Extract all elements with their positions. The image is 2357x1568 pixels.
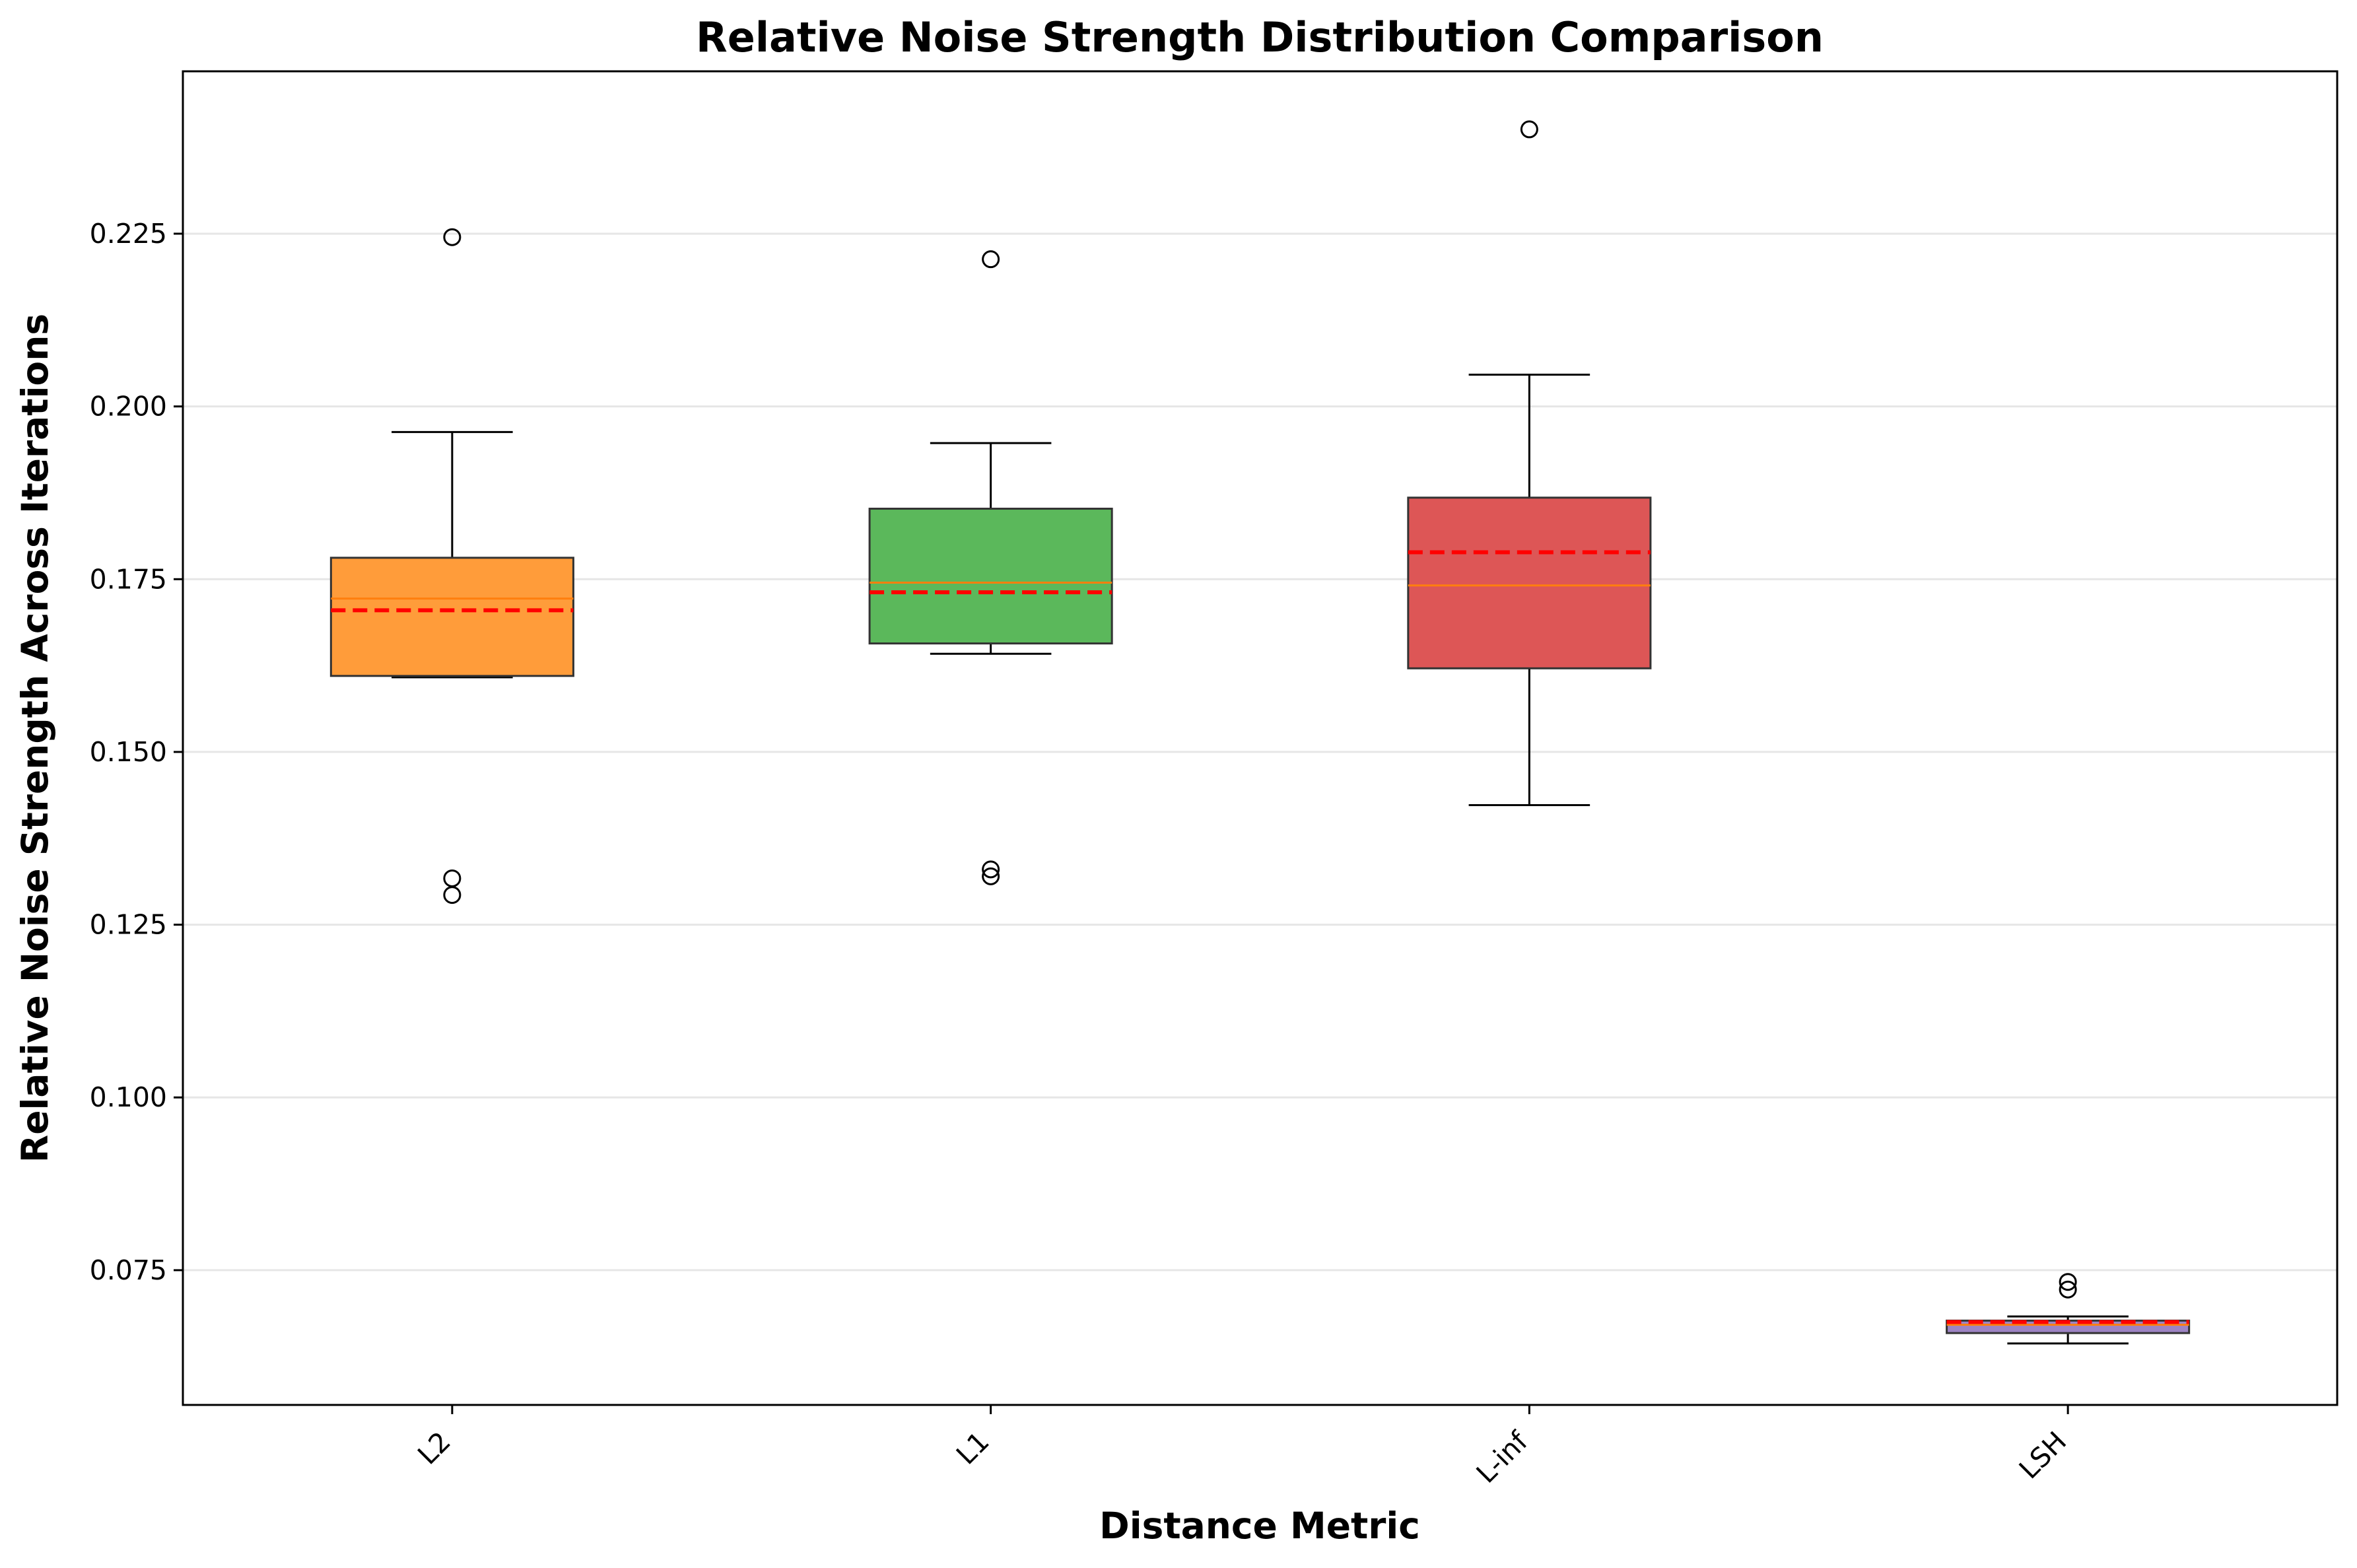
outlier-point — [2059, 1273, 2077, 1291]
chart-title: Relative Noise Strength Distribution Com… — [696, 13, 1824, 61]
outlier-point — [443, 886, 461, 904]
y-tick-label: 0.200 — [90, 391, 167, 423]
box-group — [1946, 1273, 2191, 1345]
box-iqr — [329, 557, 574, 677]
outlier-point — [1520, 120, 1538, 139]
outlier-point — [982, 867, 1000, 885]
box-plot-series — [329, 120, 2191, 1345]
y-tick-label: 0.100 — [90, 1081, 167, 1113]
outlier-point — [443, 228, 461, 246]
outlier-point — [2059, 1280, 2077, 1299]
y-axis-ticks: 0.075 0.100 0.125 0.150 0.175 0.200 0.225 — [90, 218, 183, 1286]
y-tick-label: 0.175 — [90, 563, 167, 595]
box-iqr — [868, 508, 1113, 645]
plot-frame — [182, 70, 2339, 1406]
box-group — [868, 250, 1113, 885]
outlier-point — [982, 250, 1000, 269]
box-group — [1407, 120, 1652, 807]
y-tick-label: 0.225 — [90, 218, 167, 250]
y-tick-label: 0.125 — [90, 909, 167, 941]
outlier-point — [982, 860, 1000, 879]
y-axis-label: Relative Noise Strength Across Iteration… — [14, 314, 56, 1163]
box-group — [329, 228, 574, 904]
y-tick-label: 0.075 — [90, 1254, 167, 1286]
grid-lines — [183, 232, 2337, 1272]
y-tick-label: 0.150 — [90, 736, 167, 768]
x-axis-label: Distance Metric — [1099, 1505, 1420, 1547]
box-iqr — [1407, 496, 1652, 669]
